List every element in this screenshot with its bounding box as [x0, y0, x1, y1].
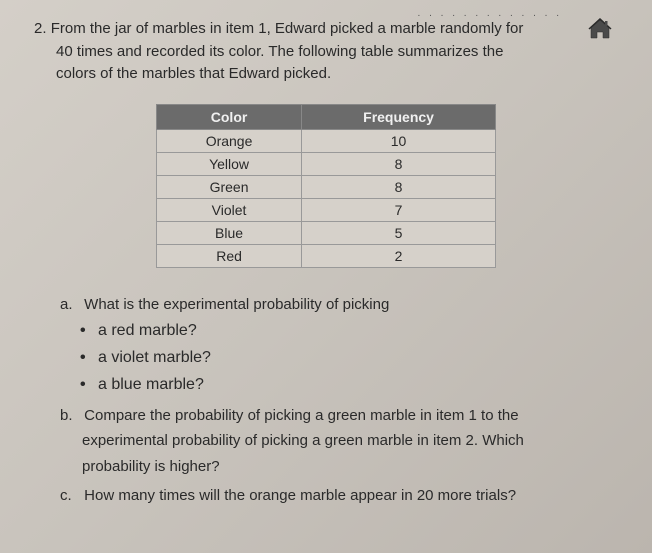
question-line1: From the jar of marbles in item 1, Edwar… [51, 20, 524, 37]
table-cell: 8 [302, 175, 496, 198]
part-a-bullets: a red marble? a violet marble? a blue ma… [30, 317, 622, 399]
frequency-table: Color Frequency Orange 10 Yellow 8 Green… [156, 104, 496, 268]
question-line3: colors of the marbles that Edward picked… [34, 63, 582, 86]
table-cell: 10 [302, 129, 496, 152]
part-c: c. How many times will the orange marble… [30, 483, 622, 509]
table-header-frequency: Frequency [302, 104, 496, 129]
table-cell: Yellow [157, 152, 302, 175]
table-header-color: Color [157, 104, 302, 129]
frequency-table-container: Color Frequency Orange 10 Yellow 8 Green… [30, 104, 622, 268]
table-cell: 8 [302, 152, 496, 175]
part-b-line3: probability is higher? [60, 454, 622, 480]
part-c-label: c. [60, 483, 80, 509]
table-row: Violet 7 [157, 198, 496, 221]
part-c-text: How many times will the orange marble ap… [84, 487, 516, 504]
question-text: 2. From the jar of marbles in item 1, Ed… [30, 18, 622, 86]
table-row: Yellow 8 [157, 152, 496, 175]
part-a-text: What is the experimental probability of … [84, 296, 389, 313]
bullet-violet: a violet marble? [80, 344, 622, 371]
part-a-label: a. [60, 292, 80, 318]
question-number: 2. [34, 20, 47, 37]
table-row: Orange 10 [157, 129, 496, 152]
table-cell: 2 [302, 244, 496, 267]
table-cell: Orange [157, 129, 302, 152]
question-line2: 40 times and recorded its color. The fol… [34, 41, 582, 64]
part-b-label: b. [60, 403, 80, 429]
table-row: Green 8 [157, 175, 496, 198]
home-icon [588, 18, 612, 45]
part-a: a. What is the experimental probability … [30, 292, 622, 318]
part-b-line1: Compare the probability of picking a gre… [84, 407, 518, 424]
table-cell: Green [157, 175, 302, 198]
table-row: Red 2 [157, 244, 496, 267]
part-b: b. Compare the probability of picking a … [30, 403, 622, 480]
bullet-blue: a blue marble? [80, 371, 622, 398]
table-cell: Violet [157, 198, 302, 221]
decorative-dots: . . . . . . . . . . . . . [418, 8, 562, 19]
table-cell: Red [157, 244, 302, 267]
table-row: Blue 5 [157, 221, 496, 244]
table-cell: Blue [157, 221, 302, 244]
table-cell: 5 [302, 221, 496, 244]
table-cell: 7 [302, 198, 496, 221]
part-b-line2: experimental probability of picking a gr… [60, 428, 622, 454]
bullet-red: a red marble? [80, 317, 622, 344]
